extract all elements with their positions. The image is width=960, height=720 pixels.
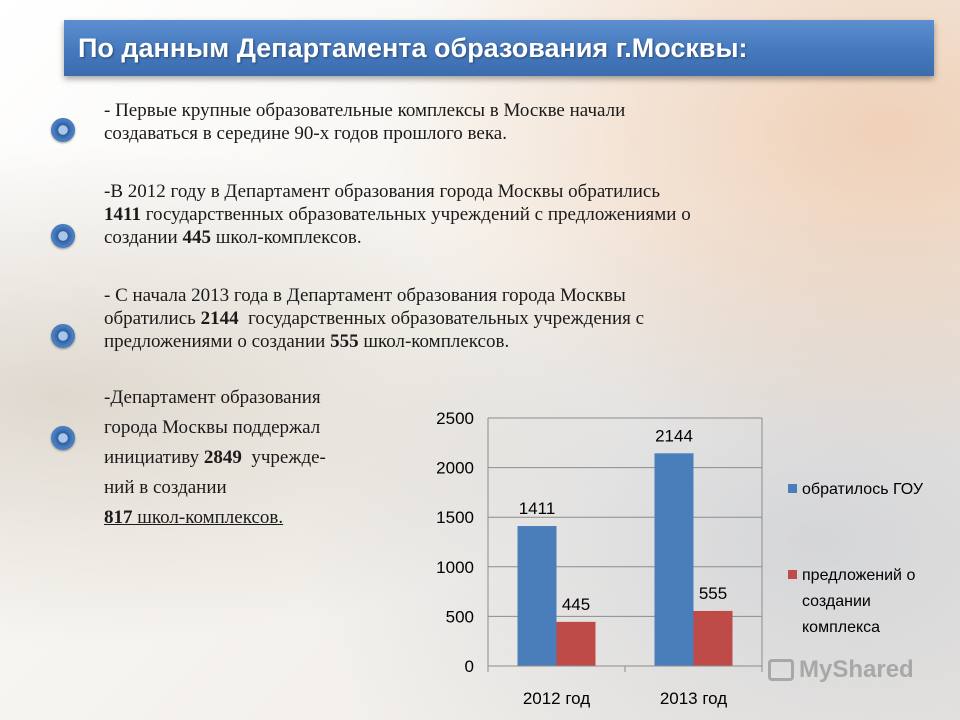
y-tick-label: 2500 — [436, 409, 474, 428]
paragraph-text: школ-комплексов. — [358, 331, 510, 352]
paragraph-line: создании 445 школ-комплексов. — [104, 226, 691, 249]
paragraph-text: учрежде- — [241, 447, 326, 468]
legend-swatch — [788, 570, 797, 579]
title-bar: По данным Департамента образования г.Мос… — [64, 20, 934, 76]
data-label: 445 — [562, 595, 590, 614]
legend-label: предложений о — [802, 567, 915, 584]
legend-label: создании — [802, 593, 871, 610]
y-tick-label: 0 — [465, 657, 474, 676]
y-tick-label: 1000 — [436, 558, 474, 577]
paragraph-text: государственных образовательных учрежден… — [238, 308, 645, 329]
bullet-icon — [51, 224, 75, 248]
paragraph-line: предложениями о создании 555 школ-компле… — [104, 330, 644, 353]
paragraph-line: города Москвы поддержал — [104, 417, 321, 438]
bar — [556, 621, 596, 666]
data-label: 2144 — [655, 426, 693, 445]
paragraph-text: создании — [104, 227, 183, 248]
page-title: По данным Департамента образования г.Мос… — [78, 32, 748, 63]
legend-label: обратилось ГОУ — [802, 481, 924, 498]
data-label: 555 — [699, 584, 727, 603]
paragraph-2: -В 2012 году в Департамент образования г… — [104, 180, 691, 249]
number-highlight: 555 — [330, 331, 359, 352]
watermark-logo-icon — [768, 659, 794, 681]
paragraph-line: создаваться в середине 90-х годов прошло… — [104, 123, 507, 144]
paragraph-line: - Первые крупные образовательные комплек… — [104, 100, 626, 121]
paragraph-line: - С начала 2013 года в Департамент образ… — [104, 285, 626, 306]
watermark: MyShared — [768, 656, 914, 684]
bar — [517, 526, 557, 666]
paragraph-text: предложениями о создании — [104, 331, 331, 352]
bar — [693, 610, 733, 666]
paragraph-line: -Департамент образования — [104, 387, 321, 408]
y-tick-label: 500 — [446, 607, 474, 626]
number-highlight: 2144 — [200, 308, 239, 329]
bullet-icon — [51, 324, 75, 348]
x-tick-label: 2012 год — [523, 689, 590, 708]
paragraph-line: обратились 2144 государственных образова… — [104, 307, 644, 330]
paragraph-4: -Департамент образования города Москвы п… — [104, 383, 326, 533]
watermark-text: MyShared — [799, 656, 914, 683]
paragraph-3: - С начала 2013 года в Департамент образ… — [104, 284, 644, 353]
number-highlight: 445 — [182, 227, 211, 248]
paragraph-text: государственных образовательных учрежден… — [140, 204, 691, 225]
paragraph-text: школ-комплексов. — [210, 227, 362, 248]
x-tick-label: 2013 год — [660, 689, 727, 708]
paragraph-line: 817 школ-комплексов. — [104, 503, 326, 533]
paragraph-text: инициативу — [104, 447, 204, 468]
data-label: 1411 — [519, 499, 556, 518]
paragraph-text: обратились — [104, 308, 201, 329]
paragraph-line: 1411 государственных образовательных учр… — [104, 203, 691, 226]
bullet-icon — [51, 426, 75, 450]
paragraph-1: - Первые крупные образовательные комплек… — [104, 99, 625, 145]
y-tick-label: 2000 — [436, 459, 474, 478]
number-highlight: 1411 — [104, 204, 141, 225]
y-tick-label: 1500 — [436, 508, 474, 527]
bullet-icon — [51, 118, 75, 142]
number-highlight: 2849 — [203, 447, 242, 468]
paragraph-line: -В 2012 году в Департамент образования г… — [104, 181, 661, 202]
legend-label: комплекса — [802, 619, 880, 636]
paragraph-text: школ-комплексов. — [132, 507, 284, 528]
number-highlight: 817 — [104, 507, 133, 528]
paragraph-line: инициативу 2849 учрежде- — [104, 443, 326, 473]
legend-swatch — [788, 484, 797, 493]
bar — [654, 453, 694, 666]
paragraph-line: ний в создании — [104, 477, 227, 498]
